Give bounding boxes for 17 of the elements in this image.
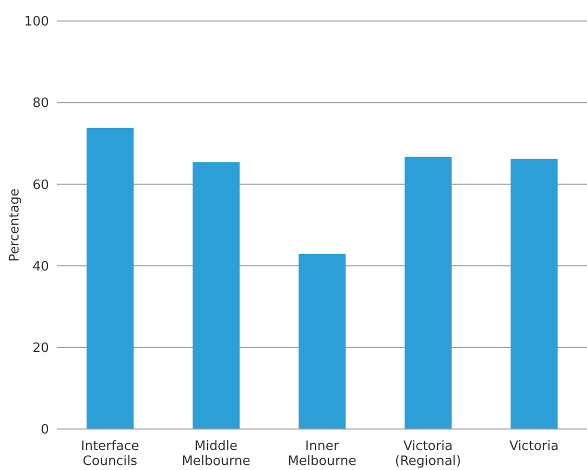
x-tick-label: Victoria (Regional) (394, 439, 462, 470)
bar (510, 158, 558, 429)
x-tick-label: Victoria (509, 439, 559, 454)
bar (192, 162, 240, 429)
x-tick-label: Interface Councils (80, 439, 140, 470)
y-tick-label: 0 (40, 422, 49, 438)
y-tick-label: 20 (32, 341, 49, 356)
bar (86, 128, 134, 429)
y-axis-title: Percentage (8, 188, 23, 262)
bar (298, 254, 346, 429)
bar (404, 156, 452, 429)
y-tick-label: 80 (32, 96, 49, 112)
x-tick-label: Middle Melbourne (182, 439, 250, 470)
y-tick-label: 60 (32, 178, 49, 193)
y-tick-label: 40 (32, 259, 49, 274)
x-tick-label: Inner Melbourne (288, 439, 356, 470)
y-tick-label: 100 (24, 14, 49, 30)
